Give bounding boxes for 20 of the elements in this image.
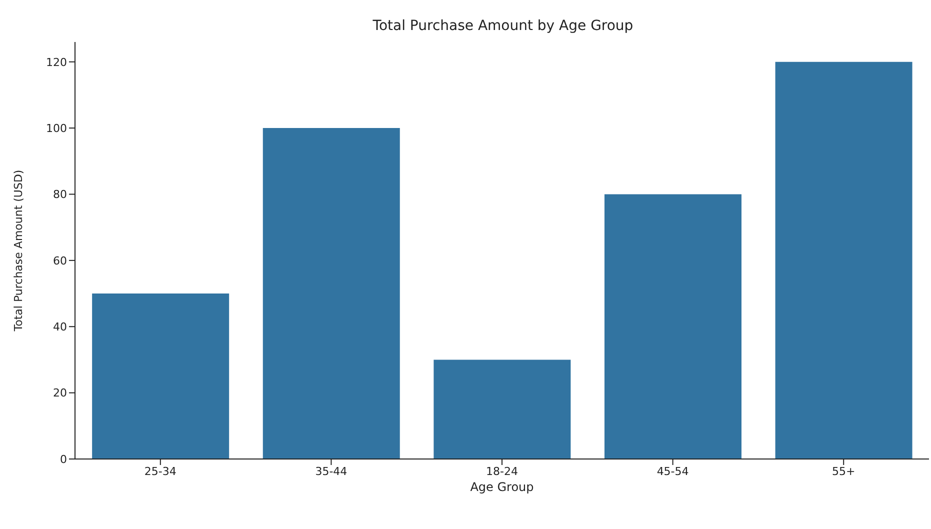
bar (775, 62, 912, 459)
chart-title: Total Purchase Amount by Age Group (372, 18, 634, 34)
y-axis-title: Total Purchase Amount (USD) (12, 170, 25, 332)
x-tick-label: 18-24 (486, 464, 518, 478)
x-axis-title: Age Group (470, 480, 534, 494)
y-tick-label: 0 (60, 452, 67, 466)
x-tick-label: 45-54 (656, 464, 689, 478)
bar (604, 194, 742, 459)
y-tick-label: 120 (46, 56, 67, 69)
x-tick-label: 25-34 (144, 464, 176, 478)
x-tick-label: 55+ (832, 464, 856, 478)
y-tick-label: 40 (53, 320, 67, 334)
bar (92, 294, 230, 459)
y-tick-label: 60 (53, 254, 67, 268)
y-tick-label: 20 (53, 386, 67, 400)
bar (262, 128, 400, 459)
bar (434, 360, 571, 459)
x-tick-label: 35-44 (315, 464, 348, 478)
y-tick-label: 80 (53, 188, 67, 202)
y-tick-label: 100 (46, 122, 67, 135)
